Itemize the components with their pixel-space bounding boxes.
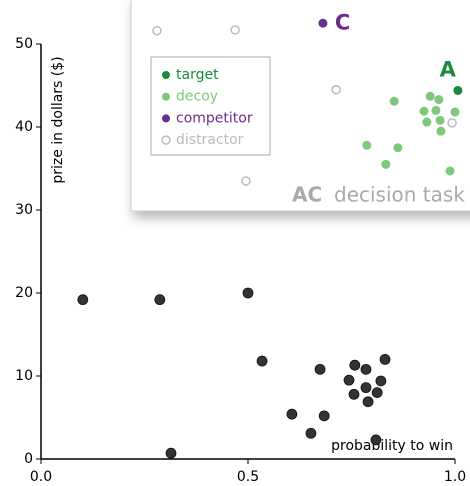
point	[286, 408, 298, 420]
inset-point	[393, 143, 403, 153]
point	[360, 363, 372, 375]
y-tick-label: 0	[24, 451, 33, 467]
inset-point	[453, 85, 463, 95]
x-axis-label: probability to win	[331, 438, 453, 454]
inset-point	[362, 140, 372, 150]
point	[165, 447, 177, 459]
inset-point	[447, 118, 457, 128]
legend-marker	[162, 71, 170, 79]
inset-point	[230, 25, 240, 35]
inset-point	[389, 96, 399, 106]
point	[256, 355, 268, 367]
inset-point	[422, 117, 432, 127]
inset-title: decision task	[334, 183, 465, 207]
inset-point	[450, 107, 460, 117]
legend-marker	[162, 92, 170, 101]
point-label: C	[335, 10, 350, 34]
point	[348, 388, 360, 400]
y-tick-label: 20	[15, 285, 33, 301]
legend-label: distractor	[176, 132, 244, 148]
point	[362, 396, 374, 408]
point	[375, 375, 387, 387]
legend-marker	[162, 114, 170, 123]
y-tick-label: 50	[15, 36, 33, 52]
inset-point	[241, 176, 251, 186]
x-tick-label: 0.0	[30, 469, 52, 485]
point	[77, 294, 89, 306]
inset-point	[436, 126, 446, 136]
point-label: A	[440, 57, 457, 81]
point	[371, 387, 383, 399]
point	[305, 427, 317, 439]
y-tick-label: 30	[15, 202, 33, 218]
point	[318, 410, 330, 422]
legend-label: target	[176, 67, 219, 83]
y-axis-label: prize in dollars ($)	[50, 56, 66, 183]
inset-point	[331, 84, 341, 95]
inset-point	[431, 105, 441, 115]
inset-point	[425, 91, 435, 101]
point	[343, 374, 355, 386]
legend-label: decoy	[176, 89, 218, 105]
inset-point	[434, 95, 444, 105]
point	[242, 287, 254, 299]
legend-label: competitor	[176, 110, 253, 126]
inset-point	[318, 18, 328, 28]
inset-point	[435, 115, 445, 125]
x-tick-label: 1.0	[444, 469, 466, 485]
inset-point	[419, 106, 429, 116]
point	[154, 294, 166, 306]
point	[349, 359, 361, 371]
x-tick-label: 0.5	[237, 469, 259, 485]
y-tick-label: 40	[15, 119, 33, 135]
inset-title-bold: AC	[292, 183, 322, 207]
inset-point	[445, 166, 455, 176]
legend-marker	[161, 135, 171, 145]
point	[379, 353, 391, 365]
legend-box	[150, 56, 271, 156]
point	[314, 363, 326, 375]
inset-point	[152, 25, 162, 36]
inset-point	[381, 159, 391, 169]
point	[360, 382, 372, 394]
y-tick-label: 10	[15, 368, 33, 384]
point	[370, 434, 382, 446]
